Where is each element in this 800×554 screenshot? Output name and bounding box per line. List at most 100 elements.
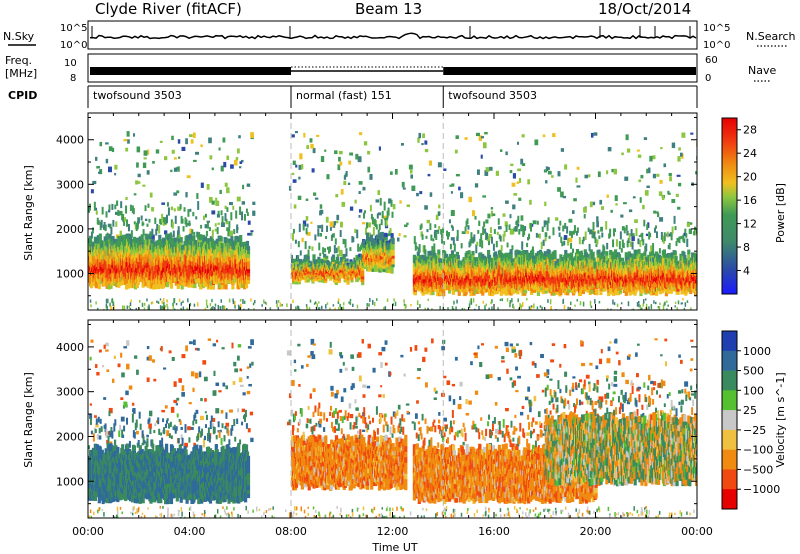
- scatter-cell: [159, 140, 163, 144]
- halo-cell: [126, 219, 129, 227]
- band-cell: [125, 283, 129, 290]
- scatter-cell: [224, 205, 227, 210]
- halo-cell: [165, 214, 168, 224]
- scatter-cell: [480, 136, 485, 139]
- band-cell: [465, 287, 469, 292]
- halo-cell: [109, 224, 112, 229]
- halo-cell: [154, 217, 157, 224]
- halo-cell: [173, 208, 176, 212]
- band-cell: [122, 234, 126, 241]
- band-cell: [109, 283, 113, 289]
- scatter-cell: [143, 157, 147, 160]
- halo-cell: [294, 239, 297, 244]
- halo-cell: [352, 236, 355, 243]
- halo-cell: [375, 224, 378, 230]
- scatter-cell: [152, 161, 155, 164]
- halo-cell: [520, 224, 523, 232]
- scatter-cell: [126, 131, 130, 137]
- band-cell: [177, 238, 181, 244]
- scatter-cell: [211, 200, 215, 205]
- halo-cell: [430, 234, 433, 241]
- band-cell: [114, 238, 118, 244]
- scatter-cell: [461, 231, 466, 235]
- freq-label-2: [MHz]: [5, 67, 37, 80]
- scatter-cell: [305, 216, 309, 221]
- scatter-cell: [667, 192, 671, 195]
- band-cell: [416, 251, 420, 257]
- band-cell: [502, 290, 506, 295]
- scatter-cell: [596, 221, 599, 228]
- band-cell: [353, 259, 357, 263]
- halo-cell: [172, 230, 175, 238]
- scatter-cell: [645, 233, 649, 237]
- band-cell: [413, 291, 417, 296]
- halo-cell: [446, 230, 449, 237]
- scatter-cell: [626, 148, 631, 153]
- halo-cell: [508, 224, 511, 230]
- band-cell: [544, 289, 548, 294]
- halo-cell: [166, 202, 169, 207]
- scatter-cell: [490, 210, 494, 217]
- scatter-cell: [298, 164, 302, 170]
- scatter-cell: [476, 169, 480, 175]
- band-cell: [526, 252, 530, 257]
- scatter-cell: [349, 152, 354, 156]
- band-cell: [427, 250, 431, 256]
- halo-cell: [318, 242, 321, 251]
- band-cell: [500, 288, 504, 293]
- band-cell: [523, 250, 527, 256]
- scatter-cell: [192, 132, 196, 138]
- band-cell: [391, 260, 395, 265]
- band-cell: [324, 280, 328, 284]
- scatter-cell: [170, 169, 173, 173]
- scatter-cell: [220, 165, 224, 172]
- scatter-cell: [460, 192, 464, 199]
- scatter-cell: [164, 156, 168, 161]
- band-cell: [133, 241, 137, 247]
- band-cell: [417, 287, 421, 292]
- scatter-cell: [375, 199, 380, 203]
- band-cell: [310, 263, 314, 267]
- halo-cell: [187, 209, 190, 217]
- scatter-cell: [125, 147, 129, 152]
- band-cell: [187, 282, 191, 288]
- band-cell: [319, 276, 323, 279]
- scatter-cell: [125, 196, 128, 201]
- nsearch-axis-top: 10^5: [703, 23, 730, 34]
- band-cell: [170, 242, 175, 247]
- scatter-cell: [611, 168, 614, 173]
- scatter-cell: [99, 169, 103, 175]
- band-cell: [391, 252, 395, 256]
- scatter-cell: [509, 228, 514, 235]
- scatter-cell: [105, 158, 109, 164]
- band-cell: [89, 235, 93, 242]
- cpid-segment-label: twofsound 3503: [448, 89, 537, 102]
- halo-cell: [167, 207, 170, 216]
- band-cell: [323, 253, 327, 258]
- band-cell: [481, 291, 485, 296]
- scatter-cell: [114, 172, 117, 176]
- scatter-cell: [326, 174, 330, 180]
- band-cell: [119, 281, 123, 286]
- band-cell: [299, 260, 303, 263]
- band-cell: [509, 249, 513, 255]
- halo-cell: [178, 234, 181, 239]
- scatter-cell: [520, 215, 524, 221]
- halo-cell: [364, 210, 367, 214]
- band-cell: [295, 278, 300, 282]
- scatter-cell: [690, 132, 694, 135]
- band-cell: [218, 282, 222, 288]
- halo-cell: [345, 248, 348, 257]
- scatter-cell: [419, 191, 423, 195]
- band-cell: [321, 279, 325, 283]
- band-cell: [308, 260, 312, 264]
- scatter-cell: [173, 157, 177, 160]
- band-cell: [412, 254, 416, 260]
- band-cell: [559, 254, 563, 259]
- band-cell: [346, 282, 350, 285]
- band-cell: [117, 282, 121, 288]
- halo-cell: [558, 226, 561, 231]
- scatter-cell: [114, 164, 118, 170]
- band-cell: [382, 265, 386, 269]
- band-cell: [312, 254, 316, 258]
